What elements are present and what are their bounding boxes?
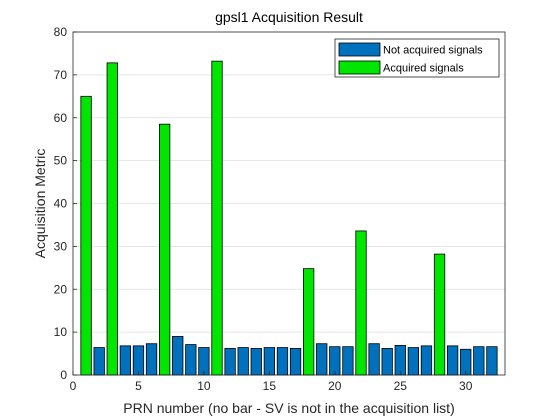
- bar-not-acquired: [394, 345, 406, 376]
- bar-acquired: [80, 95, 92, 376]
- legend-label-not-acquired: Not acquired signals: [383, 45, 483, 57]
- legend-label-acquired: Acquired signals: [383, 63, 464, 75]
- bar-acquired: [355, 230, 367, 376]
- bar-not-acquired: [473, 346, 485, 376]
- bar-not-acquired: [407, 347, 419, 376]
- bar-not-acquired: [145, 343, 158, 376]
- bar-not-acquired: [119, 345, 132, 376]
- bar-not-acquired: [381, 348, 393, 376]
- bar-not-acquired: [316, 343, 328, 376]
- x-axis-label: PRN number (no bar - SV is not in the ac…: [123, 400, 454, 416]
- bar-not-acquired: [185, 344, 197, 376]
- bar-acquired: [211, 60, 223, 376]
- y-tick-label: 80: [54, 25, 68, 39]
- bars-layer: [80, 60, 498, 376]
- bar-not-acquired: [250, 348, 262, 376]
- x-tick-label: 15: [263, 379, 277, 393]
- x-tick-label: 0: [70, 379, 77, 393]
- legend-swatch-acquired: [338, 60, 381, 75]
- ticks-layer: 0 10 20 30 40 50 60 70 80 0 5 10 15 20 25 30: [54, 25, 473, 393]
- x-tick-label: 10: [197, 379, 211, 393]
- bar-not-acquired: [93, 347, 105, 376]
- y-tick-label: 20: [54, 282, 68, 296]
- x-tick-label: 30: [459, 379, 473, 393]
- bar-not-acquired: [342, 346, 354, 376]
- bar-not-acquired: [329, 346, 341, 376]
- bar-not-acquired: [132, 345, 145, 376]
- legend-swatch-not-acquired: [338, 42, 381, 57]
- y-tick-label: 70: [54, 68, 68, 82]
- y-axis-label: Acquisition Metric: [32, 149, 48, 259]
- x-tick-label: 25: [394, 379, 408, 393]
- y-tick-label: 40: [54, 197, 68, 211]
- x-tick-label: 20: [328, 379, 342, 393]
- bar-not-acquired: [420, 345, 433, 376]
- bar-not-acquired: [289, 348, 302, 376]
- bar-acquired: [433, 253, 446, 376]
- bar-not-acquired: [263, 347, 275, 376]
- bar-not-acquired: [446, 345, 459, 376]
- y-tick-label: 10: [54, 325, 68, 339]
- bar-acquired: [158, 123, 171, 376]
- bar-not-acquired: [198, 347, 210, 376]
- legend: Not acquired signals Acquired signals: [334, 38, 500, 78]
- bar-acquired: [106, 62, 118, 376]
- bar-not-acquired: [224, 348, 236, 376]
- y-tick-label: 30: [54, 239, 68, 253]
- x-tick-label: 5: [135, 379, 142, 393]
- bar-not-acquired: [237, 347, 249, 376]
- bar-not-acquired: [172, 336, 184, 376]
- y-tick-label: 0: [60, 368, 67, 382]
- y-tick-label: 50: [54, 154, 68, 168]
- bar-not-acquired: [368, 343, 380, 376]
- y-tick-label: 60: [54, 111, 68, 125]
- bar-acquired: [302, 268, 315, 376]
- chart-title: gpsl1 Acquisition Result: [215, 9, 363, 25]
- bar-not-acquired: [486, 346, 498, 376]
- bar-not-acquired: [276, 347, 289, 376]
